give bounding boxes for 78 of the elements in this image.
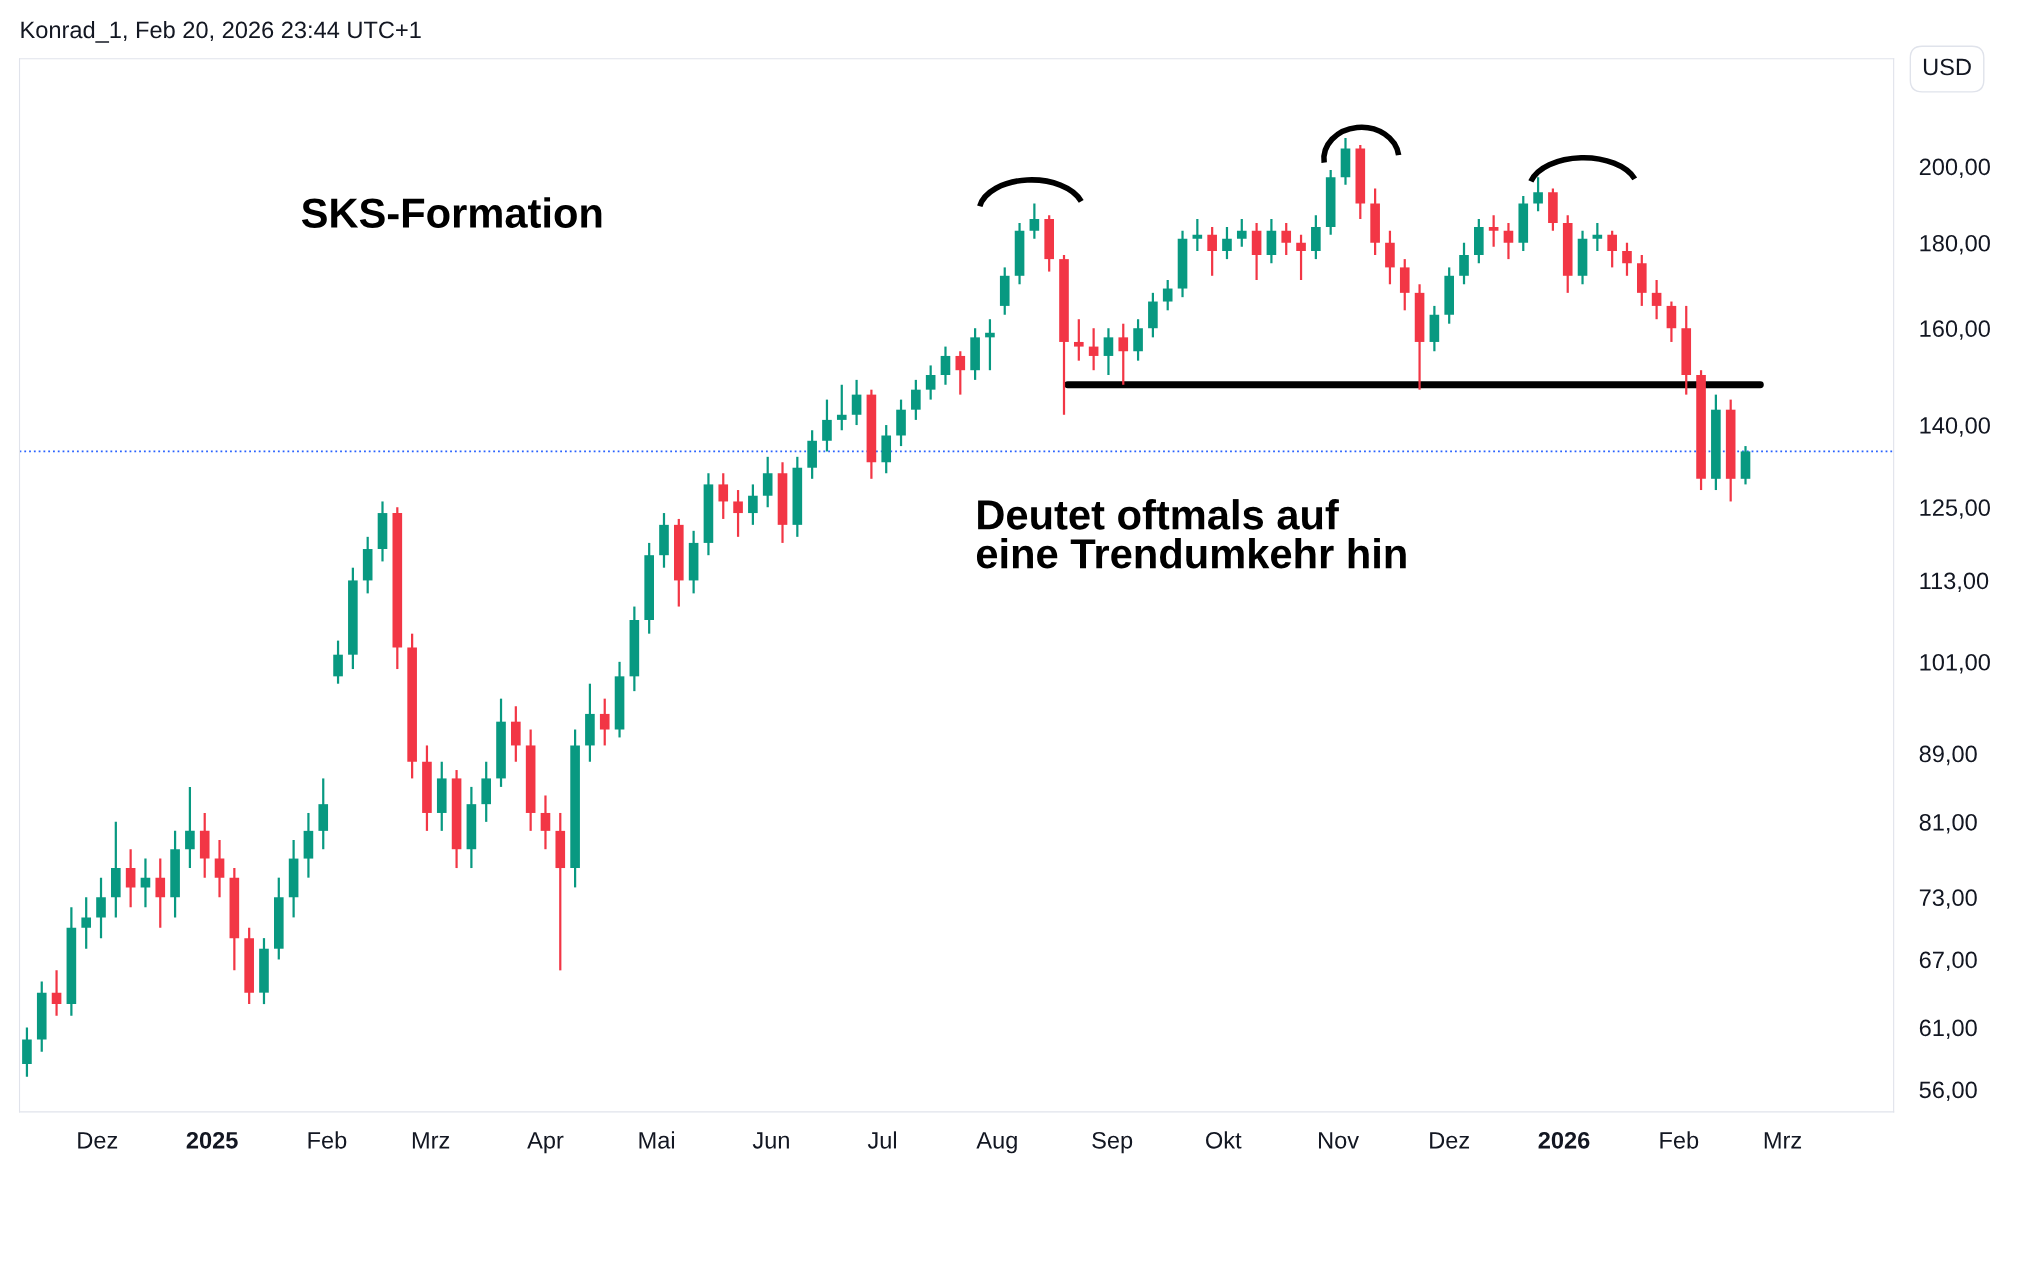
- y-tick-label: 73,00: [1919, 889, 1977, 909]
- candlestick: [1222, 225, 1232, 261]
- candlestick: [540, 794, 551, 851]
- x-tick-label: Okt: [1206, 1131, 1242, 1149]
- candlestick: [718, 472, 729, 521]
- x-tick-label: Dez: [78, 1132, 118, 1149]
- y-tick-label: 61,00: [1919, 1019, 1977, 1040]
- candlestick: [1592, 221, 1603, 253]
- candlestick: [925, 364, 936, 401]
- candlestick: [836, 383, 847, 432]
- y-tick-label: 113,00: [1920, 572, 1989, 592]
- candlestick: [1192, 217, 1203, 253]
- y-tick-label: 200,00: [1919, 158, 1990, 178]
- candlestick: [51, 969, 62, 1017]
- candlestick: [748, 483, 758, 526]
- candlestick: [599, 697, 610, 747]
- candlestick: [1503, 221, 1514, 261]
- candlestick: [985, 318, 995, 372]
- candlestick: [1651, 278, 1662, 321]
- annotation: Deutet oftmals auf eine Trendumkehr hin: [976, 499, 1406, 569]
- x-tick-label: Sep: [1092, 1131, 1133, 1154]
- candlestick: [1236, 217, 1247, 248]
- candlestick: [214, 838, 225, 899]
- candlestick: [762, 455, 773, 509]
- y-tick-label: 56,00: [1919, 1081, 1977, 1102]
- candlestick: [1459, 241, 1469, 286]
- x-tick-label: Jul: [867, 1131, 897, 1149]
- y-tick-label: 89,00: [1919, 745, 1977, 766]
- x-tick-label: Feb: [1660, 1131, 1699, 1149]
- candlestick: [1281, 221, 1292, 257]
- y-tick-label: 140,00: [1920, 417, 1990, 437]
- x-tick-label: Mrz: [412, 1132, 450, 1149]
- candlestick: [511, 705, 521, 763]
- candlestick: [1488, 214, 1499, 248]
- x-tick-label: Nov: [1319, 1132, 1359, 1149]
- x-tick-label: Feb: [308, 1131, 347, 1149]
- candlestick: [155, 857, 166, 929]
- x-tick-label: Jun: [752, 1132, 789, 1149]
- candlestick: [1162, 278, 1173, 312]
- candlestick: [733, 488, 743, 538]
- candlestick: [185, 785, 195, 870]
- candlestick: [822, 398, 832, 453]
- y-axis-title: USD: [1923, 58, 1971, 76]
- x-tick-label: Apr: [527, 1132, 564, 1154]
- candlestick: [955, 350, 966, 396]
- candlestick: [1666, 300, 1677, 344]
- x-tick-label: 2025: [186, 1131, 238, 1149]
- x-tick-label: Mai: [639, 1131, 675, 1149]
- candlestick: [940, 345, 951, 386]
- x-tick-label: Mrz: [1764, 1132, 1802, 1149]
- y-tick-label: 67,00: [1919, 951, 1977, 972]
- y-tick-label: 160,00: [1920, 320, 1990, 340]
- x-tick-label: Aug: [976, 1132, 1017, 1154]
- candlestick: [1103, 327, 1114, 377]
- candlestick: [81, 896, 92, 950]
- candlestick: [96, 876, 106, 940]
- candlestick: [1074, 318, 1084, 362]
- y-tick-label: 180,00: [1920, 234, 1990, 255]
- x-tick-label: 2026: [1538, 1131, 1590, 1149]
- candlestick: [851, 378, 862, 427]
- candlestick: [911, 378, 921, 422]
- y-tick-label: 125,00: [1920, 499, 1990, 519]
- candlestick: [1607, 229, 1617, 269]
- candlestick: [1088, 327, 1099, 372]
- candlestick: [1029, 202, 1040, 240]
- x-tick-label: Dez: [1430, 1132, 1470, 1149]
- chart-subtitle: Konrad_1, Feb 20, 2026 23:44 UTC+1: [21, 20, 421, 43]
- annotation: SKS-Formation: [301, 197, 602, 228]
- candlestick: [125, 848, 136, 909]
- candlestick: [1622, 241, 1632, 277]
- candlestick: [333, 639, 343, 685]
- candlestick: [1296, 233, 1306, 282]
- candlestick: [1533, 176, 1543, 213]
- candlestick: [1118, 322, 1129, 386]
- candlestick: [1133, 318, 1143, 362]
- candlestick: [1207, 225, 1217, 277]
- y-tick-label: 81,00: [1919, 813, 1977, 834]
- y-tick-label: 101,00: [1920, 653, 1990, 674]
